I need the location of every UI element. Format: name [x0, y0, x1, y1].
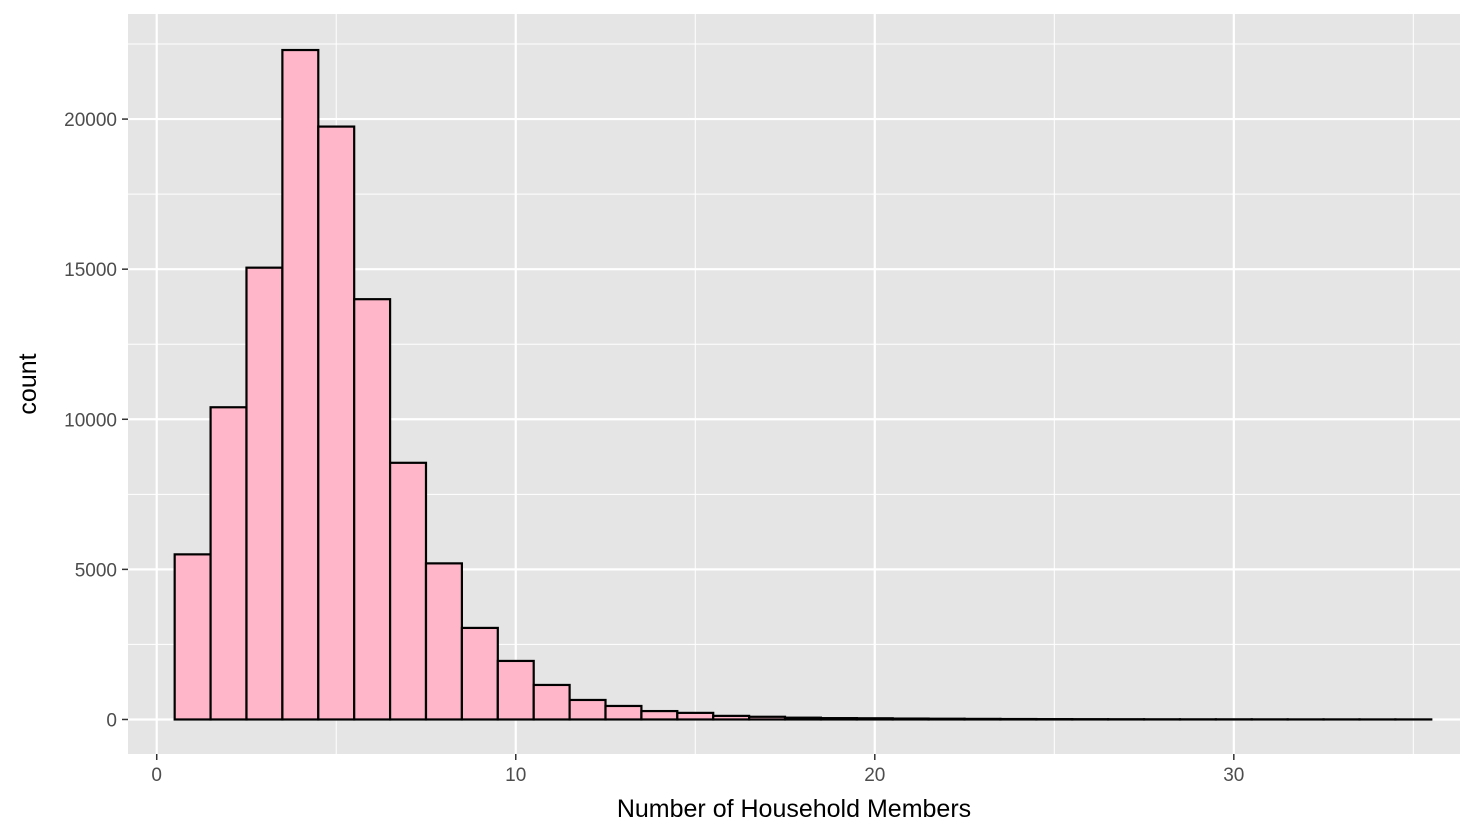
histogram-bar	[245, 266, 284, 721]
histogram-bar	[388, 461, 428, 721]
histogram-bar	[173, 553, 212, 721]
x-tick-label: 30	[1223, 765, 1244, 786]
y-axis: 0 5000 10000 15000 20000	[64, 110, 128, 731]
histogram-bar	[963, 717, 1002, 721]
x-tick-label: 10	[505, 765, 526, 786]
histogram-bar	[604, 704, 643, 721]
histogram-bar	[855, 717, 894, 721]
histogram-bar	[748, 715, 787, 721]
histogram-bar	[640, 709, 679, 721]
histogram-bar	[424, 562, 463, 721]
histogram-bar	[532, 683, 571, 721]
histogram-bar	[783, 716, 823, 721]
histogram-bar	[676, 711, 715, 721]
histogram-bar	[281, 48, 320, 721]
histogram-bar	[460, 626, 499, 721]
x-axis: 0 10 20 30	[151, 754, 1244, 786]
y-tick-label: 0	[106, 710, 117, 731]
histogram-bar	[568, 698, 607, 721]
y-tick-label: 5000	[75, 560, 117, 581]
histogram-bar	[927, 717, 966, 721]
histogram-bar	[819, 717, 858, 721]
x-axis-title: Number of Household Members	[617, 795, 971, 823]
y-tick-label: 10000	[64, 410, 117, 431]
histogram-bar	[353, 298, 392, 721]
histogram-bar	[712, 714, 751, 721]
histogram-bar	[317, 125, 356, 721]
histogram-bar	[891, 717, 930, 721]
y-tick-label: 20000	[64, 110, 117, 131]
histogram-bar	[209, 406, 248, 721]
y-tick-label: 15000	[64, 260, 117, 281]
y-axis-title: count	[14, 353, 42, 414]
histogram-bar	[496, 659, 535, 721]
histogram-bars	[173, 48, 1433, 721]
x-tick-label: 20	[864, 765, 885, 786]
x-tick-label: 0	[151, 765, 162, 786]
